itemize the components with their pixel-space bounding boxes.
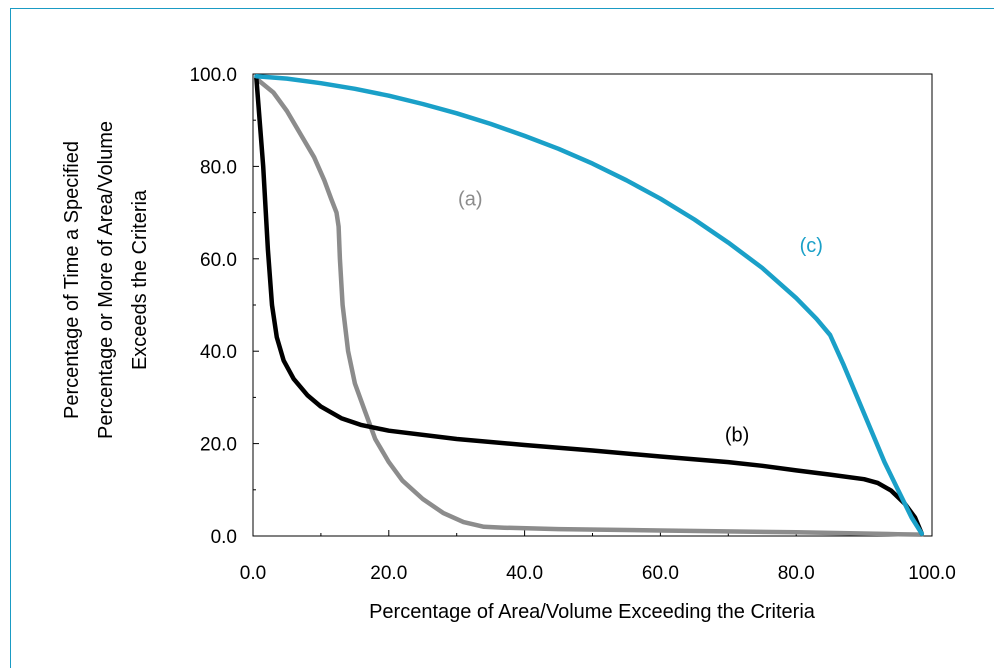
x-axis-label: Percentage of Area/Volume Exceeding the …: [369, 601, 816, 623]
y-axis-label: Percentage of Time a Specified Percentag…: [61, 121, 151, 439]
y-tick-label: 80.0: [200, 157, 237, 178]
y-axis-label-line-3: Exceeds the Criteria: [129, 189, 151, 370]
curve-b-label: (b): [725, 424, 749, 446]
x-tick-label: 0.0: [240, 563, 266, 584]
x-axis-ticks: 0.0 20.0 40.0 60.0 80.0 100.0: [240, 530, 956, 584]
x-tick-label: 60.0: [642, 563, 679, 584]
y-axis-label-line-1: Percentage of Time a Specified: [61, 141, 83, 419]
y-axis-label-line-2: Percentage or More of Area/Volume: [95, 121, 117, 439]
chart-frame: [10, 8, 994, 668]
y-tick-label: 20.0: [200, 435, 237, 456]
y-tick-label: 60.0: [200, 250, 237, 271]
series-layer: [254, 74, 925, 537]
y-tick-label: 100.0: [189, 65, 237, 86]
plot-area: [252, 73, 933, 537]
curve-a-label: (a): [458, 189, 482, 211]
y-tick-label: 40.0: [200, 342, 237, 363]
curve-c-label: (c): [800, 235, 823, 257]
curve-a-line: [254, 76, 925, 537]
x-tick-label: 80.0: [778, 563, 815, 584]
x-tick-label: 100.0: [908, 563, 956, 584]
x-tick-label: 20.0: [370, 563, 407, 584]
curve-b-line: [254, 76, 925, 536]
x-tick-label: 40.0: [506, 563, 543, 584]
curve-labels: (a) (b) (c): [458, 189, 823, 447]
y-axis-ticks: 0.0 20.0 40.0 60.0 80.0 100.0: [189, 65, 259, 548]
curve-c-line: [254, 74, 925, 536]
y-tick-label: 0.0: [211, 527, 237, 548]
chart-area: 0.0 20.0 40.0 60.0 80.0 100.0 0.0 20.0 40.0 60.0…: [61, 65, 956, 623]
